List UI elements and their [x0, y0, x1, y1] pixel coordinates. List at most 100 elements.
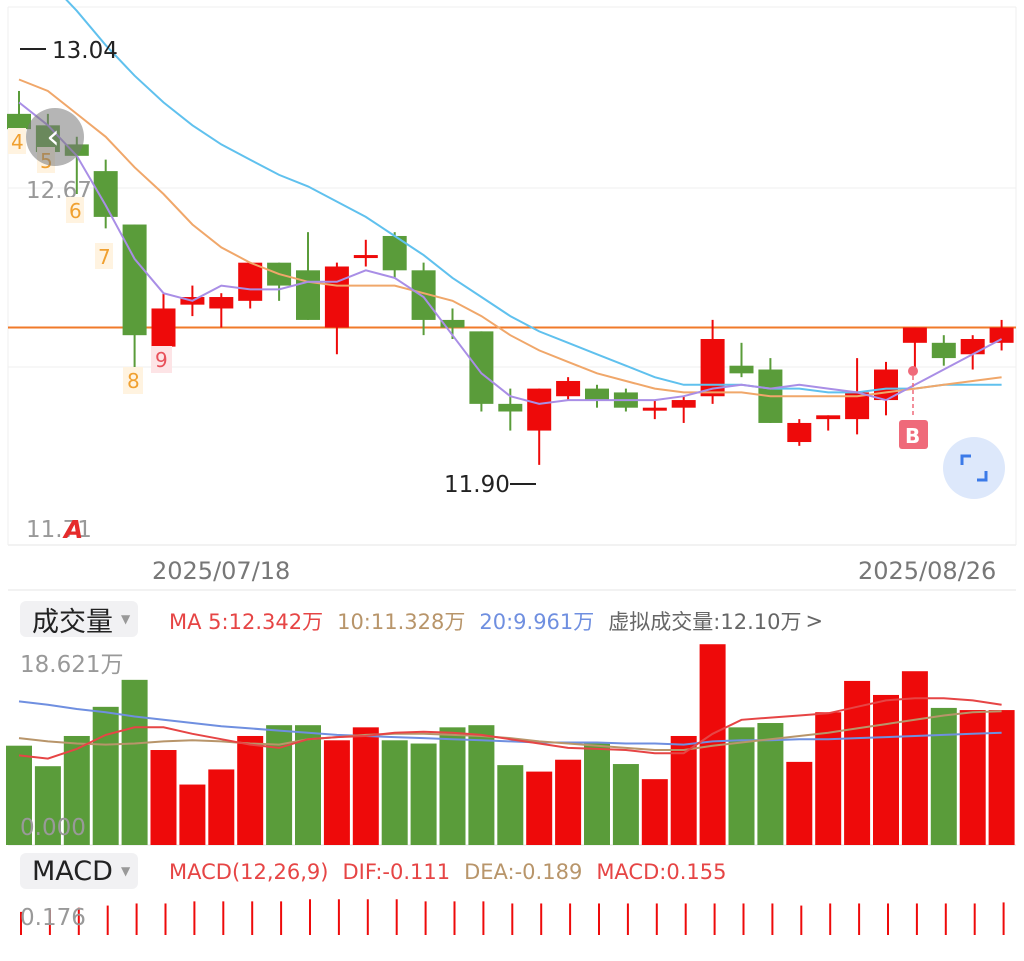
candle-body — [989, 327, 1014, 343]
volume-bar — [526, 771, 553, 845]
volume-bar — [930, 707, 957, 845]
fullscreen-button[interactable] — [943, 437, 1005, 499]
volume-bar — [352, 727, 379, 845]
volume-axis-top: 18.621万 — [20, 652, 123, 678]
macd-indicator-selector[interactable]: MACD ▼ — [20, 853, 139, 889]
candle-body — [498, 403, 523, 412]
macd-dif-value: DIF:-0.111 — [342, 860, 451, 884]
candle-body — [122, 224, 147, 336]
volume-bar — [179, 784, 206, 845]
volume-bar — [6, 745, 32, 845]
volume-bar — [381, 740, 408, 845]
volume-ma10-line — [18, 710, 1002, 751]
macd-selector-label: MACD — [32, 855, 113, 887]
countdown-6: 6 — [69, 199, 82, 223]
candle-body — [816, 415, 841, 420]
volume-bar — [323, 740, 350, 845]
candle-body — [671, 400, 696, 408]
low-price-label: 11.90 — [444, 472, 510, 498]
volume-bar — [786, 761, 813, 845]
candlestick-series — [7, 90, 1014, 465]
volume-ma5-value: MA 5:12.342万 — [169, 610, 324, 634]
candle-body — [209, 297, 234, 309]
buy-signal-label: B — [905, 424, 920, 448]
volume-bar — [959, 710, 986, 845]
date-right: 2025/08/26 — [858, 557, 996, 585]
chevron-left-icon: ‹ — [46, 117, 60, 157]
volume-bar — [901, 671, 928, 845]
chevron-down-icon: ▼ — [120, 864, 131, 878]
candle-body — [151, 308, 176, 347]
countdown-7: 7 — [98, 245, 111, 269]
volume-bars — [6, 644, 1015, 845]
candle-body — [7, 113, 31, 130]
candle-body — [931, 342, 956, 359]
candle-body — [960, 339, 985, 355]
volume-bar — [63, 735, 90, 845]
candle-body — [469, 331, 494, 404]
candle-body — [353, 255, 378, 259]
candle-body — [527, 388, 552, 431]
ma5-line — [18, 101, 1003, 405]
volume-bar — [237, 735, 264, 845]
macd-value: MACD:0.155 — [596, 860, 727, 884]
countdown-8: 8 — [127, 369, 140, 393]
volume-bar — [150, 750, 177, 845]
macd-histogram — [20, 899, 1005, 935]
price-grid — [7, 6, 1017, 846]
volume-bar — [555, 759, 582, 845]
candle-body — [556, 380, 581, 397]
volume-bar — [728, 727, 755, 845]
countdown-9: 9 — [155, 348, 168, 372]
candle-body — [585, 388, 609, 401]
countdown-markers: 4 5 6 7 8 9 — [8, 128, 172, 394]
virtual-volume-link[interactable]: 虚拟成交量:12.10万 — [608, 610, 802, 634]
candle-body — [787, 422, 812, 443]
volume-legend: MA 5:12.342万 10:11.328万 20:9.961万 虚拟成交量:… — [169, 606, 837, 636]
volume-bar — [92, 706, 119, 845]
macd-dea-value: DEA:-0.189 — [464, 860, 583, 884]
expand-icon — [960, 454, 988, 482]
chevron-down-icon: ▼ — [121, 612, 131, 626]
volume-bar — [497, 765, 524, 845]
volume-bar — [612, 764, 639, 845]
countdown-4: 4 — [11, 130, 24, 154]
volume-bar — [641, 779, 668, 845]
volume-ma20-line — [18, 700, 1002, 746]
volume-bar — [410, 743, 437, 845]
volume-selector-label: 成交量 — [32, 606, 113, 638]
candle-body — [324, 266, 349, 328]
volume-indicator-selector[interactable]: 成交量 ▼ — [20, 601, 139, 638]
ma10-line — [18, 78, 1002, 398]
buy-signal-marker[interactable]: B — [899, 366, 928, 449]
candle-body — [296, 270, 320, 320]
volume-bar — [121, 679, 148, 845]
volume-bar — [468, 725, 495, 845]
price-axis-bottom: 11.71 — [26, 517, 92, 543]
candle-body — [440, 319, 465, 328]
brand-logo-mark: A — [62, 515, 83, 544]
candle-body — [902, 327, 927, 343]
volume-bar — [34, 766, 61, 845]
macd-legend: MACD(12,26,9) DIF:-0.111 DEA:-0.189 MACD… — [169, 860, 740, 884]
date-left: 2025/07/18 — [152, 557, 290, 585]
macd-axis-top: 0.176 — [20, 905, 86, 931]
volume-bar — [873, 694, 899, 845]
volume-bar — [208, 769, 235, 845]
volume-bar — [988, 710, 1015, 845]
volume-ma10-value: 10:11.328万 — [337, 610, 466, 634]
ma20-line — [65, 0, 1002, 394]
volume-bar — [295, 725, 321, 845]
high-price-label: 13.04 — [52, 38, 118, 64]
volume-ma5-line — [18, 697, 1002, 760]
back-button[interactable]: ‹ — [26, 108, 84, 166]
volume-ma-lines — [18, 697, 1002, 760]
chevron-right-icon: > — [805, 609, 824, 633]
price-ma-lines — [18, 0, 1003, 405]
candle-body — [93, 171, 118, 217]
volume-bar — [757, 723, 784, 845]
volume-bar — [584, 743, 610, 845]
volume-bar — [439, 727, 466, 845]
candle-body — [729, 365, 754, 374]
